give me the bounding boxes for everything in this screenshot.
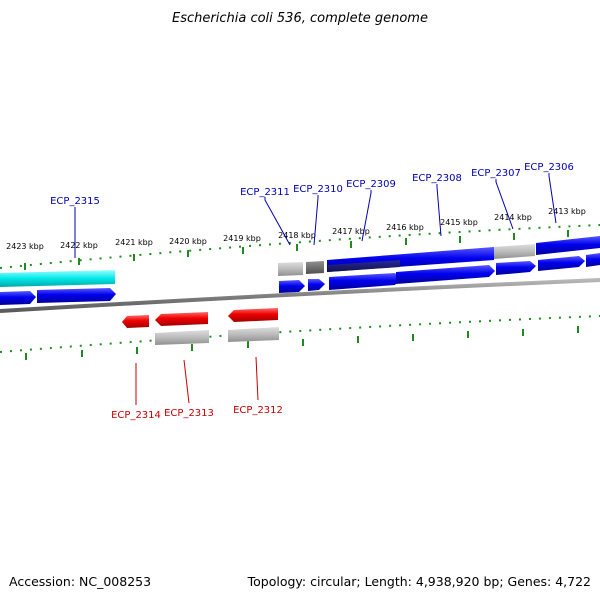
forward-gene-arrow bbox=[396, 265, 495, 284]
pseudo-gene-feature bbox=[494, 244, 535, 259]
gene-label[interactable]: ECP_2312 bbox=[233, 405, 283, 416]
reverse-gene-arrow bbox=[155, 312, 208, 326]
gene-label[interactable]: ECP_2311 bbox=[240, 187, 290, 198]
genome-backbone bbox=[0, 278, 600, 313]
kbp-label: 2422 kbp bbox=[60, 241, 98, 250]
topology-label: Topology: circular; Length: 4,938,920 bp… bbox=[247, 574, 591, 589]
forward-gene-feature bbox=[536, 236, 600, 255]
kbp-label: 2420 kbp bbox=[169, 237, 207, 246]
pseudo-gene-feature bbox=[278, 262, 303, 276]
forward-gene-feature bbox=[328, 260, 400, 272]
reverse-gene-arrow bbox=[122, 315, 149, 328]
gene-label[interactable]: ECP_2313 bbox=[164, 408, 214, 419]
pseudo-gene-feature bbox=[306, 261, 324, 274]
kbp-label: 2416 kbp bbox=[386, 223, 424, 232]
reverse-strand-genes bbox=[122, 308, 278, 328]
pseudo-gene-feature bbox=[228, 327, 279, 342]
gene-label[interactable]: ECP_2306 bbox=[524, 162, 574, 173]
outer-lane-features bbox=[0, 236, 600, 287]
gene-label[interactable]: ECP_2310 bbox=[293, 184, 343, 195]
pseudo-gene-feature bbox=[155, 330, 209, 345]
gene-label[interactable]: ECP_2308 bbox=[412, 173, 462, 184]
reverse-gene-arrow bbox=[228, 308, 278, 322]
gene-label[interactable]: ECP_2314 bbox=[111, 410, 161, 421]
forward-gene-arrow bbox=[0, 291, 36, 305]
gene-label[interactable]: ECP_2309 bbox=[346, 179, 396, 190]
inner-lane-features bbox=[155, 327, 279, 345]
rna-gene-feature bbox=[0, 270, 115, 287]
kbp-label: 2421 kbp bbox=[115, 238, 153, 247]
kbp-label: 2419 kbp bbox=[223, 234, 261, 243]
gene-label[interactable]: ECP_2307 bbox=[471, 168, 521, 179]
kbp-label: 2418 kbp bbox=[278, 231, 316, 240]
forward-gene-arrow bbox=[308, 279, 325, 291]
outer-major-ticks bbox=[24, 230, 569, 270]
kbp-label: 2415 kbp bbox=[440, 218, 478, 227]
kbp-label: 2423 kbp bbox=[6, 242, 44, 251]
forward-gene-arrow bbox=[329, 273, 400, 290]
map-title: Escherichia coli 536, complete genome bbox=[172, 11, 428, 26]
forward-gene-arrow bbox=[496, 261, 536, 275]
upper-gene-labels: ECP_2315 ECP_2311 ECP_2310 ECP_2309 ECP_… bbox=[50, 162, 574, 207]
forward-gene-arrow bbox=[538, 256, 585, 271]
gene-label[interactable]: ECP_2315 bbox=[50, 196, 100, 207]
kbp-label: 2413 kbp bbox=[548, 207, 586, 216]
forward-gene-arrow bbox=[37, 288, 116, 303]
upper-label-leaders bbox=[74, 173, 557, 258]
forward-gene-arrow bbox=[586, 253, 600, 267]
kbp-scale-labels: 2423 kbp 2422 kbp 2421 kbp 2420 kbp 2419… bbox=[6, 207, 586, 251]
lower-label-leaders bbox=[135, 356, 259, 405]
inner-tick-ring bbox=[0, 315, 600, 353]
kbp-label: 2417 kbp bbox=[332, 227, 370, 236]
forward-strand-genes bbox=[0, 253, 600, 305]
outer-tick-ring bbox=[0, 224, 600, 269]
accession-label: Accession: NC_008253 bbox=[9, 574, 151, 589]
kbp-label: 2414 kbp bbox=[494, 213, 532, 222]
inner-major-ticks bbox=[25, 326, 579, 360]
lower-gene-labels: ECP_2314 ECP_2313 ECP_2312 bbox=[111, 405, 283, 421]
forward-gene-arrow bbox=[279, 280, 305, 293]
